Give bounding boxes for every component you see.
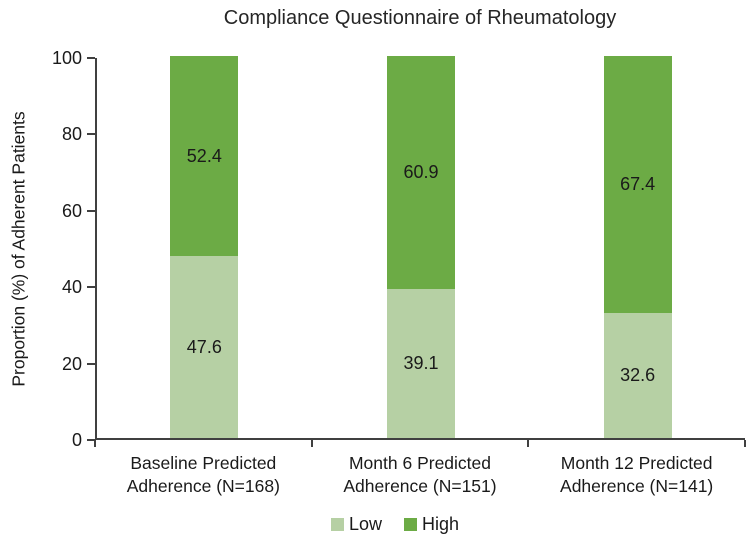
bar-2: 60.9 39.1 bbox=[387, 56, 455, 438]
y-tick-mark bbox=[87, 57, 95, 59]
y-tick-label: 60 bbox=[61, 200, 82, 221]
bar-1: 52.4 47.6 bbox=[170, 56, 239, 438]
y-tick-mark bbox=[87, 133, 95, 136]
legend-label: High bbox=[422, 514, 460, 534]
chart-title: Compliance Questionnaire of Rheumatology bbox=[223, 7, 617, 29]
y-tick-mark bbox=[87, 439, 95, 441]
bar-segment-low: 47.6 bbox=[170, 256, 239, 438]
y-tick-mark bbox=[87, 209, 95, 212]
legend-label: Low bbox=[348, 514, 382, 534]
legend-swatch-icon bbox=[330, 518, 344, 531]
bar-segment-low: 32.6 bbox=[603, 313, 672, 438]
legend-swatch-icon bbox=[404, 518, 417, 531]
bar-segment-high: 67.4 bbox=[603, 56, 672, 314]
x-tick-mark bbox=[94, 440, 96, 447]
plot-area: 52.4 47.6 60.9 39.1 67.4 32.6 bbox=[95, 56, 745, 440]
bar-value-label: 67.4 bbox=[620, 174, 656, 195]
y-axis-title: Proportion (%) of Adherent Patients bbox=[8, 111, 29, 387]
bar-value-label: 52.4 bbox=[186, 145, 222, 166]
bar-value-label: 60.9 bbox=[403, 161, 439, 182]
bar-value-label: 47.6 bbox=[186, 336, 222, 357]
x-category-label: Month 12 Predicted Adherence (N=141) bbox=[560, 453, 714, 496]
y-tick-label: 100 bbox=[51, 48, 82, 68]
y-tick-mark bbox=[87, 362, 95, 365]
legend: Low High bbox=[20, 514, 750, 535]
x-category-label: Month 6 Predicted Adherence (N=151) bbox=[343, 453, 497, 496]
bar-segment-high: 52.4 bbox=[170, 56, 239, 257]
bar-segment-low: 39.1 bbox=[387, 288, 455, 438]
bar-segment-high: 60.9 bbox=[387, 56, 455, 289]
y-tick-label: 0 bbox=[71, 430, 82, 450]
y-tick-label: 80 bbox=[61, 124, 82, 145]
x-tick-mark bbox=[527, 440, 530, 447]
x-tick-mark bbox=[310, 440, 313, 447]
bar-value-label: 39.1 bbox=[403, 352, 439, 373]
x-tick-mark bbox=[744, 440, 746, 447]
y-tick-label: 40 bbox=[61, 277, 82, 298]
bar-value-label: 32.6 bbox=[620, 365, 656, 386]
legend-item-low: Low bbox=[330, 514, 382, 535]
y-tick-label: 20 bbox=[61, 353, 82, 374]
legend-item-high: High bbox=[404, 514, 459, 535]
x-category-label: Baseline Predicted Adherence (N=168) bbox=[126, 453, 280, 496]
y-tick-mark bbox=[87, 286, 95, 289]
bar-3: 67.4 32.6 bbox=[603, 56, 672, 438]
